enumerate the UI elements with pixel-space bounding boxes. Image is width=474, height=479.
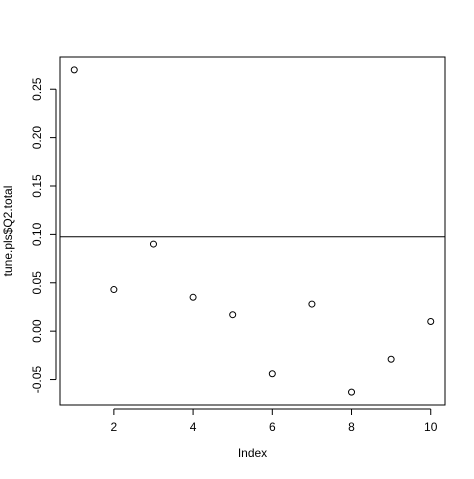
y-tick-label: 0.20 (30, 126, 44, 150)
y-tick-label: 0.25 (30, 77, 44, 101)
y-tick-label: -0.05 (30, 366, 44, 394)
x-tick-label: 10 (424, 420, 438, 434)
y-tick-label: 0.00 (30, 319, 44, 343)
x-tick-label: 2 (111, 420, 118, 434)
x-axis: 2 4 6 8 10 (111, 408, 438, 434)
data-point (268, 370, 276, 378)
data-point (387, 355, 395, 363)
x-tick-label: 6 (269, 420, 276, 434)
data-point (70, 66, 78, 74)
data-point (348, 388, 356, 396)
x-tick-label: 4 (190, 420, 197, 434)
plot-frame (59, 56, 446, 406)
data-point (110, 286, 118, 294)
data-point (308, 300, 316, 308)
y-axis: -0.05 0.00 0.05 0.10 0.15 0.20 0.25 (30, 77, 57, 394)
y-tick-label: 0.10 (30, 222, 44, 246)
data-point (149, 240, 157, 248)
data-point (229, 311, 237, 319)
y-tick-label: 0.15 (30, 174, 44, 198)
plot-area (59, 56, 446, 406)
x-axis-label: Index (238, 446, 267, 460)
y-axis-label: tune.pls$Q2.total (1, 186, 15, 277)
x-tick-label: 8 (348, 420, 355, 434)
data-point (427, 317, 435, 325)
y-tick-label: 0.05 (30, 271, 44, 295)
data-points (70, 66, 435, 396)
data-point (189, 293, 197, 301)
